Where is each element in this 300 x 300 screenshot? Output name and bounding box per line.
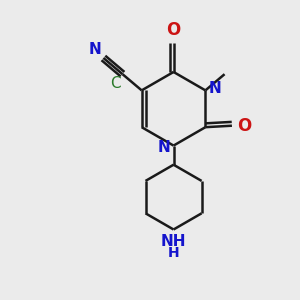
Text: O: O [237, 117, 251, 135]
Text: N: N [88, 41, 101, 56]
Text: N: N [157, 140, 170, 154]
Text: H: H [168, 246, 179, 260]
Text: O: O [167, 21, 181, 39]
Text: N: N [209, 81, 222, 96]
Text: NH: NH [161, 234, 186, 249]
Text: C: C [110, 76, 121, 91]
